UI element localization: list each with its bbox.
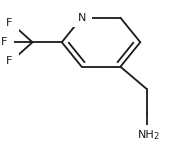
FancyBboxPatch shape bbox=[0, 14, 19, 32]
Text: F: F bbox=[6, 18, 12, 28]
FancyBboxPatch shape bbox=[0, 33, 14, 51]
Text: N: N bbox=[77, 13, 86, 23]
Text: NH: NH bbox=[138, 130, 154, 140]
Text: F: F bbox=[6, 56, 12, 66]
Text: 2: 2 bbox=[153, 132, 159, 141]
FancyBboxPatch shape bbox=[0, 52, 19, 70]
FancyBboxPatch shape bbox=[71, 9, 92, 27]
Text: F: F bbox=[1, 37, 7, 47]
FancyBboxPatch shape bbox=[130, 125, 164, 142]
